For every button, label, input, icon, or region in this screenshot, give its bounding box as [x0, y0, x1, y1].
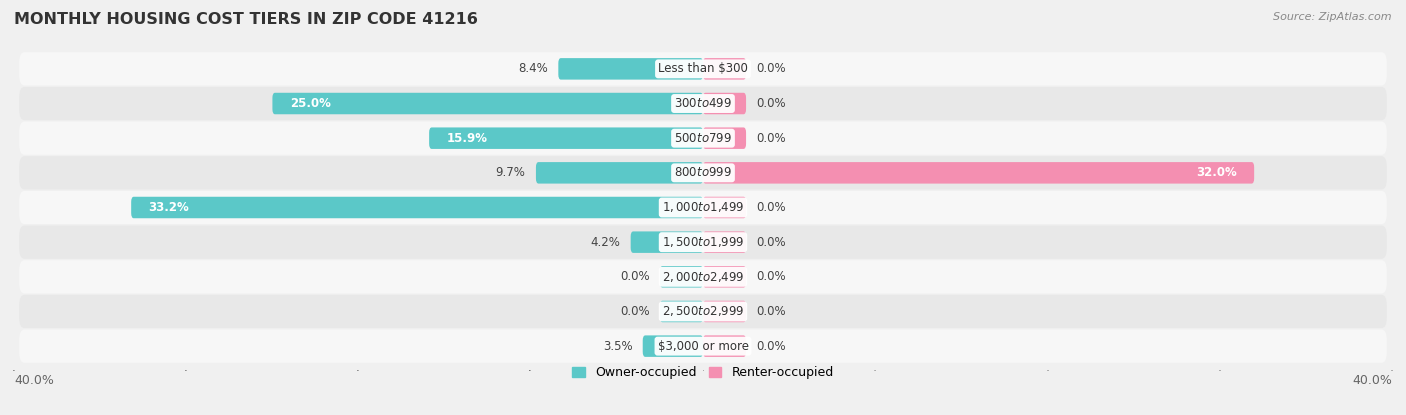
FancyBboxPatch shape	[643, 335, 703, 357]
Text: 0.0%: 0.0%	[756, 97, 786, 110]
FancyBboxPatch shape	[703, 162, 1254, 183]
FancyBboxPatch shape	[558, 58, 703, 80]
FancyBboxPatch shape	[273, 93, 703, 114]
Text: 33.2%: 33.2%	[149, 201, 190, 214]
Text: 9.7%: 9.7%	[496, 166, 526, 179]
FancyBboxPatch shape	[20, 330, 1386, 363]
FancyBboxPatch shape	[703, 93, 747, 114]
Text: MONTHLY HOUSING COST TIERS IN ZIP CODE 41216: MONTHLY HOUSING COST TIERS IN ZIP CODE 4…	[14, 12, 478, 27]
Text: Source: ZipAtlas.com: Source: ZipAtlas.com	[1274, 12, 1392, 22]
FancyBboxPatch shape	[703, 266, 747, 288]
FancyBboxPatch shape	[659, 266, 703, 288]
Text: $2,000 to $2,499: $2,000 to $2,499	[662, 270, 744, 284]
Text: 40.0%: 40.0%	[14, 374, 53, 387]
Text: 4.2%: 4.2%	[591, 236, 620, 249]
Text: $500 to $799: $500 to $799	[673, 132, 733, 145]
Text: $1,000 to $1,499: $1,000 to $1,499	[662, 200, 744, 215]
Text: 15.9%: 15.9%	[446, 132, 488, 145]
Text: $800 to $999: $800 to $999	[673, 166, 733, 179]
Text: 0.0%: 0.0%	[620, 305, 650, 318]
Text: 32.0%: 32.0%	[1197, 166, 1237, 179]
FancyBboxPatch shape	[703, 232, 747, 253]
FancyBboxPatch shape	[703, 301, 747, 322]
Text: 0.0%: 0.0%	[756, 132, 786, 145]
Text: 40.0%: 40.0%	[1353, 374, 1392, 387]
Text: 8.4%: 8.4%	[519, 62, 548, 76]
FancyBboxPatch shape	[631, 232, 703, 253]
FancyBboxPatch shape	[659, 301, 703, 322]
Text: $300 to $499: $300 to $499	[673, 97, 733, 110]
Text: 0.0%: 0.0%	[756, 305, 786, 318]
Text: $1,500 to $1,999: $1,500 to $1,999	[662, 235, 744, 249]
FancyBboxPatch shape	[703, 127, 747, 149]
FancyBboxPatch shape	[429, 127, 703, 149]
Text: 0.0%: 0.0%	[756, 62, 786, 76]
Text: 0.0%: 0.0%	[756, 270, 786, 283]
FancyBboxPatch shape	[536, 162, 703, 183]
Legend: Owner-occupied, Renter-occupied: Owner-occupied, Renter-occupied	[568, 361, 838, 384]
Text: 0.0%: 0.0%	[756, 201, 786, 214]
Text: 3.5%: 3.5%	[603, 339, 633, 353]
Text: 0.0%: 0.0%	[620, 270, 650, 283]
Text: $2,500 to $2,999: $2,500 to $2,999	[662, 305, 744, 318]
FancyBboxPatch shape	[20, 87, 1386, 120]
FancyBboxPatch shape	[20, 52, 1386, 85]
FancyBboxPatch shape	[703, 197, 747, 218]
Text: Less than $300: Less than $300	[658, 62, 748, 76]
FancyBboxPatch shape	[20, 191, 1386, 224]
FancyBboxPatch shape	[20, 260, 1386, 293]
FancyBboxPatch shape	[703, 335, 747, 357]
FancyBboxPatch shape	[20, 156, 1386, 190]
FancyBboxPatch shape	[20, 225, 1386, 259]
Text: 0.0%: 0.0%	[756, 236, 786, 249]
FancyBboxPatch shape	[20, 122, 1386, 155]
FancyBboxPatch shape	[703, 58, 747, 80]
FancyBboxPatch shape	[131, 197, 703, 218]
FancyBboxPatch shape	[20, 295, 1386, 328]
Text: $3,000 or more: $3,000 or more	[658, 339, 748, 353]
Text: 25.0%: 25.0%	[290, 97, 330, 110]
Text: 0.0%: 0.0%	[756, 339, 786, 353]
